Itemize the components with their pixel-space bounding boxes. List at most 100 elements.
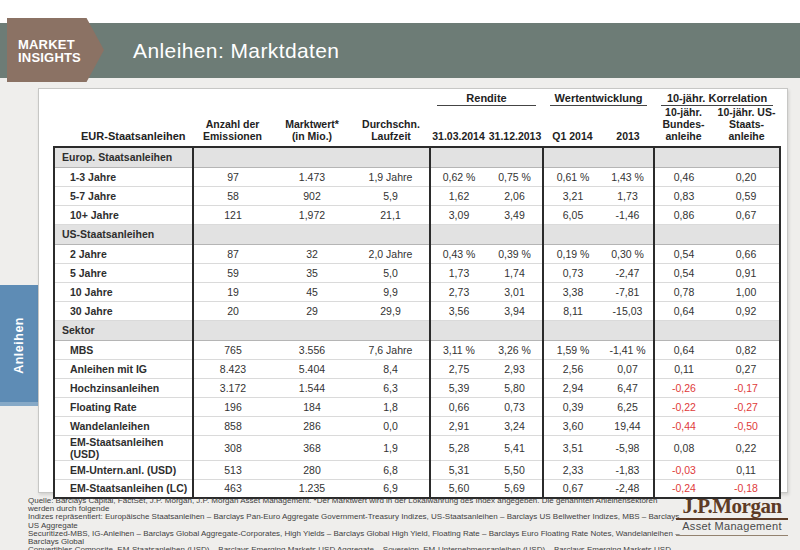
table-body: Europ. Staatsanleihen1-3 Jahre971.4731,9… <box>54 147 780 498</box>
jpmorgan-division: Asset Management <box>676 520 788 536</box>
row-label: 1-3 Jahre <box>54 167 193 186</box>
section-cell <box>602 224 654 244</box>
value-cell: 21,1 <box>352 205 430 224</box>
value-cell: 1,73 <box>430 263 487 282</box>
table-row: 10 Jahre19459,92,733,013,38-7,810,781,00 <box>54 282 780 301</box>
section-cell <box>713 320 780 340</box>
value-cell: 5.404 <box>272 359 352 378</box>
section-row: Europ. Staatsanleihen <box>54 147 780 167</box>
column-header: 31.03.2014 <box>430 106 487 147</box>
value-cell: 2,33 <box>543 460 602 479</box>
value-cell: 0,46 <box>654 167 713 186</box>
value-cell: 0,78 <box>654 282 713 301</box>
value-cell: 2,91 <box>430 416 487 435</box>
section-cell <box>430 224 487 244</box>
value-cell: 0,59 <box>713 186 780 205</box>
value-cell: -0,50 <box>713 416 780 435</box>
value-cell: 1,8 <box>352 397 430 416</box>
value-cell: 5,9 <box>352 186 430 205</box>
value-cell: 35 <box>272 263 352 282</box>
value-cell: 0,27 <box>713 359 780 378</box>
row-label: EM-Staatsanleihen (USD) <box>54 435 193 460</box>
value-cell: 0,66 <box>430 397 487 416</box>
section-cell <box>713 224 780 244</box>
row-label: 2 Jahre <box>54 244 193 263</box>
value-cell: 765 <box>193 340 272 359</box>
section-cell <box>654 224 713 244</box>
value-cell: 3,51 <box>543 435 602 460</box>
section-row: Sektor <box>54 320 780 340</box>
table-row: 5-7 Jahre589025,91,622,063,211,730,830,5… <box>54 186 780 205</box>
section-cell <box>430 147 487 167</box>
value-cell: 29 <box>272 301 352 320</box>
value-cell: 3,21 <box>543 186 602 205</box>
section-title: US-Staatsanleihen <box>54 224 193 244</box>
value-cell: 59 <box>193 263 272 282</box>
value-cell: 368 <box>272 435 352 460</box>
section-cell <box>487 224 543 244</box>
section-cell <box>193 147 272 167</box>
value-cell: -1,41 % <box>602 340 654 359</box>
table-row: 10+ Jahre1211,97221,13,093,496,05-1,460,… <box>54 205 780 224</box>
value-cell: 6,25 <box>602 397 654 416</box>
page-title: Anleihen: Marktdaten <box>133 23 339 78</box>
value-cell: 6,47 <box>602 378 654 397</box>
section-cell <box>272 320 352 340</box>
value-cell: 0,67 <box>713 205 780 224</box>
section-cell <box>430 320 487 340</box>
row-label: EM-Untern.anl. (USD) <box>54 460 193 479</box>
value-cell: 0,54 <box>654 263 713 282</box>
value-cell: 3,09 <box>430 205 487 224</box>
value-cell: 2,56 <box>543 359 602 378</box>
value-cell: -5,98 <box>602 435 654 460</box>
value-cell: 0,64 <box>654 340 713 359</box>
value-cell: 0,92 <box>713 301 780 320</box>
value-cell: 3,94 <box>487 301 543 320</box>
table-row: 1-3 Jahre971.4731,9 Jahre0,62 %0,75 %0,6… <box>54 167 780 186</box>
column-header: Durchschn. Laufzeit <box>352 106 430 147</box>
value-cell: 196 <box>193 397 272 416</box>
row-label: 10+ Jahre <box>54 205 193 224</box>
value-cell: -2,47 <box>602 263 654 282</box>
value-cell: 6,8 <box>352 460 430 479</box>
section-cell <box>193 224 272 244</box>
value-cell: 1.473 <box>272 167 352 186</box>
value-cell: 0,83 <box>654 186 713 205</box>
value-cell: 3,26 % <box>487 340 543 359</box>
row-label: 5 Jahre <box>54 263 193 282</box>
value-cell: -0,26 <box>654 378 713 397</box>
row-label: Wandelanleihen <box>54 416 193 435</box>
sidebar-tab-anleihen[interactable]: Anleihen <box>0 285 38 406</box>
value-cell: -0,44 <box>654 416 713 435</box>
value-cell: 3,38 <box>543 282 602 301</box>
value-cell: 3.172 <box>193 378 272 397</box>
section-cell <box>352 320 430 340</box>
value-cell: 0,39 % <box>487 244 543 263</box>
section-cell <box>543 224 602 244</box>
value-cell: 0,22 <box>713 435 780 460</box>
value-cell: 3,11 % <box>430 340 487 359</box>
value-cell: 19,44 <box>602 416 654 435</box>
value-cell: 87 <box>193 244 272 263</box>
value-cell: 58 <box>193 186 272 205</box>
table-row: 5 Jahre59355,01,731,740,73-2,470,540,91 <box>54 263 780 282</box>
column-header-row: EUR-Staatsanleihen Anzahl der Emissionen… <box>54 106 780 147</box>
table-row: 30 Jahre202929,93,563,948,11-15,030,640,… <box>54 301 780 320</box>
value-cell: 902 <box>272 186 352 205</box>
value-cell: -1,83 <box>602 460 654 479</box>
column-header: Q1 2014 <box>543 106 602 147</box>
value-cell: 0,11 <box>713 460 780 479</box>
table-row: EM-Untern.anl. (USD)5132806,85,315,502,3… <box>54 460 780 479</box>
value-cell: 45 <box>272 282 352 301</box>
section-title: Europ. Staatsanleihen <box>54 147 193 167</box>
column-header: EUR-Staatsanleihen <box>54 106 193 147</box>
column-header: Marktwert* (in Mio.) <box>272 106 352 147</box>
section-cell <box>193 320 272 340</box>
value-cell: 5,28 <box>430 435 487 460</box>
value-cell: 2,0 Jahre <box>352 244 430 263</box>
row-label: 5-7 Jahre <box>54 186 193 205</box>
value-cell: 0,0 <box>352 416 430 435</box>
column-header: 10-jähr. US- Staats- anleihe <box>713 106 780 147</box>
value-cell: 5,39 <box>430 378 487 397</box>
section-cell <box>352 224 430 244</box>
